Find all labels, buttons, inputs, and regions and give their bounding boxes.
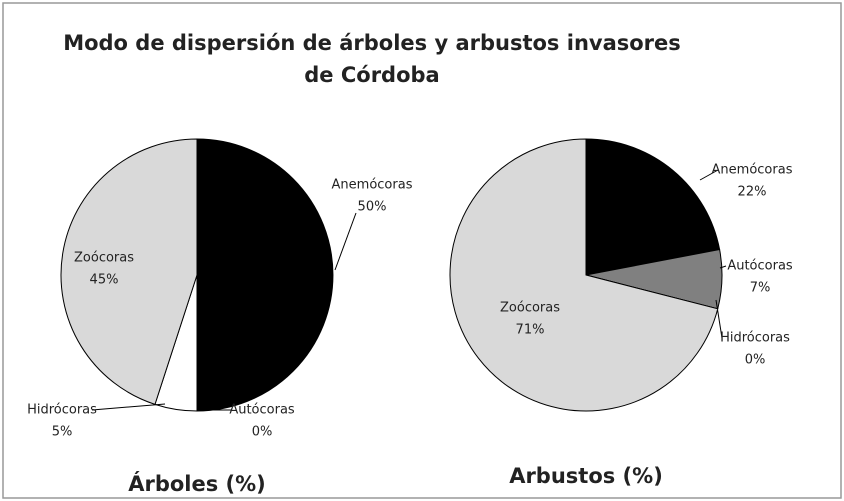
pie-slice (60, 138, 198, 405)
slice-value-label: 0% (745, 353, 766, 368)
chart-title: Modo de dispersión de árboles y arbustos… (63, 31, 681, 55)
slice-value-label: 45% (90, 273, 119, 288)
slice-value-label: 5% (52, 425, 73, 440)
slice-label: Zoócoras (500, 301, 560, 316)
leader-line (719, 265, 727, 269)
slice-value-label: 50% (358, 200, 387, 215)
leader-line (715, 299, 723, 339)
pie-title: Árboles (%) (128, 471, 266, 496)
pie-slice (585, 138, 721, 276)
chart-title: de Córdoba (304, 63, 439, 87)
slice-label: Anemócoras (332, 178, 413, 193)
leader-line (334, 212, 357, 271)
slice-value-label: 7% (750, 281, 771, 296)
leader-line (91, 403, 166, 411)
leader-line (699, 169, 719, 181)
slice-value-label: 71% (516, 323, 545, 338)
slice-label: Hidrócoras (27, 403, 97, 418)
slice-label: Hidrócoras (720, 331, 790, 346)
slice-label: Zoócoras (74, 251, 134, 266)
slice-label: Autócoras (727, 259, 793, 274)
slice-value-label: 0% (252, 425, 273, 440)
slice-label: Anemócoras (712, 163, 793, 178)
pie-slice (196, 138, 334, 412)
slice-label: Autócoras (229, 403, 295, 418)
pie-title: Arbustos (%) (509, 464, 663, 488)
pie-slice (449, 138, 719, 412)
slice-value-label: 22% (738, 185, 767, 200)
